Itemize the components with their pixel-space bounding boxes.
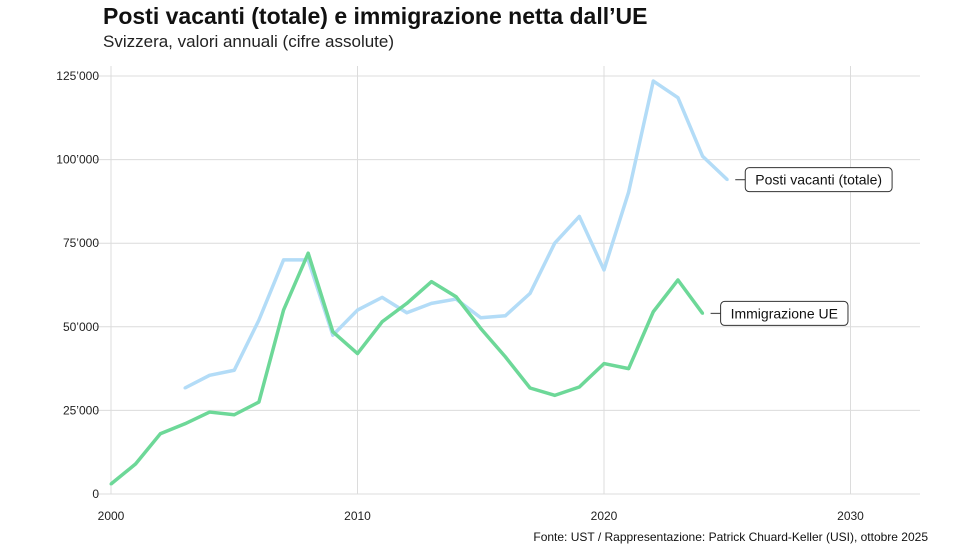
data-point [651, 310, 655, 314]
data-point [479, 326, 483, 330]
data-point [183, 422, 187, 426]
y-tick-label: 100’000 [56, 153, 99, 167]
chart-title: Posti vacanti (totale) e immigrazione ne… [103, 3, 648, 29]
chart-subtitle: Svizzera, valori annuali (cifre assolute… [103, 32, 395, 51]
data-point [356, 352, 359, 356]
data-point [109, 482, 113, 486]
data-point [651, 79, 655, 83]
series-label-immigration: Immigrazione UE [720, 300, 849, 326]
source-note: Fonte: UST / Rappresentazione: Patrick C… [533, 530, 928, 544]
label-box [720, 300, 849, 326]
data-point [380, 320, 384, 324]
label-text: Posti vacanti (totale) [755, 172, 882, 188]
data-point [528, 386, 532, 390]
data-point [676, 278, 680, 282]
label-text: Immigrazione UE [731, 305, 838, 321]
data-point [331, 330, 335, 334]
data-point [701, 311, 705, 315]
data-point [503, 314, 507, 318]
data-point [479, 316, 483, 320]
data-point [429, 301, 433, 305]
data-point [257, 400, 261, 404]
series-line-vacancies [184, 79, 729, 390]
y-tick-label: 25’000 [63, 403, 99, 417]
data-point [577, 214, 581, 218]
data-point [528, 291, 532, 295]
data-point [232, 413, 236, 417]
data-point [282, 308, 286, 312]
data-point [553, 241, 557, 245]
data-point [158, 432, 162, 436]
data-point [503, 355, 507, 359]
data-point [282, 258, 286, 262]
x-tick-label: 2000 [98, 509, 125, 523]
y-tick-label: 75’000 [63, 236, 99, 250]
data-point [602, 362, 606, 366]
y-tick-label: 50’000 [63, 320, 99, 334]
y-tick-label: 0 [92, 487, 99, 501]
label-box [744, 167, 893, 193]
data-point [232, 368, 236, 372]
data-point [257, 318, 261, 322]
data-point [356, 308, 359, 312]
series-line-immigration [109, 251, 705, 486]
data-point [208, 373, 212, 377]
data-point [405, 301, 409, 305]
data-point [454, 295, 458, 299]
data-point [306, 251, 310, 255]
data-point [208, 410, 212, 414]
data-point [553, 393, 557, 397]
data-point [577, 385, 581, 389]
x-tick-label: 2030 [837, 509, 864, 523]
data-point [429, 280, 433, 284]
data-point [627, 190, 631, 194]
data-point [405, 311, 409, 315]
data-point [380, 295, 384, 299]
data-point [676, 96, 680, 100]
data-point [602, 268, 606, 272]
data-point [627, 367, 631, 371]
x-tick-label: 2020 [591, 509, 618, 523]
data-point [134, 462, 138, 466]
x-tick-label: 2010 [344, 509, 371, 523]
data-point [725, 178, 729, 182]
data-point [183, 386, 187, 390]
series-label-vacancies: Posti vacanti (totale) [744, 167, 893, 193]
y-tick-label: 125’000 [56, 69, 99, 83]
data-point [701, 154, 705, 158]
